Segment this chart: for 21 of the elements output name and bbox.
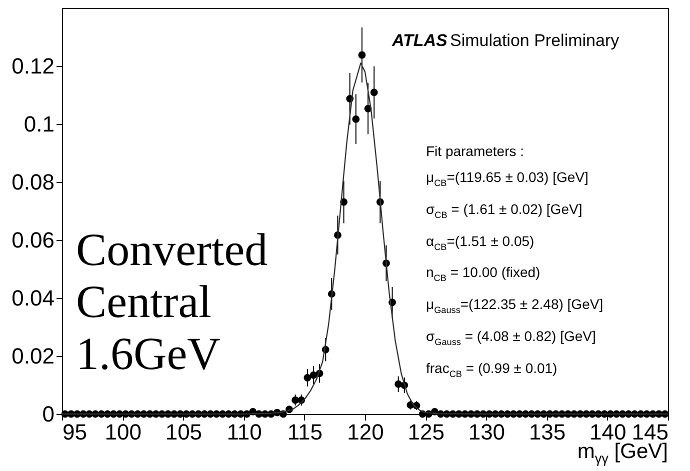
y-tick-label: 0.12 [12, 54, 54, 78]
x-tick-label: 105 [165, 420, 202, 444]
y-tick-label: 0.08 [12, 170, 54, 194]
x-tick-label: 135 [528, 420, 566, 444]
x-tick-label: 115 [287, 420, 322, 444]
x-tick-label: 110 [226, 420, 262, 444]
y-tick-label: 0.06 [12, 228, 54, 252]
x-tick-label: 100 [104, 420, 142, 444]
y-tick-label: 0.04 [12, 286, 54, 310]
x-tick-label: 95 [62, 420, 87, 444]
x-tick-label: 130 [468, 420, 506, 444]
annotation: Simulation Preliminary [450, 31, 620, 51]
x-tick-label: 125 [408, 420, 444, 444]
y-tick-label: 0.02 [12, 344, 54, 368]
x-axis-title: m$_{γγ}$ [GeV] [577, 440, 668, 466]
annotation: ATLAS [392, 31, 448, 51]
y-tick-label: 0.1 [24, 112, 54, 136]
annotation: Converted Central 1.6GeV [76, 224, 268, 380]
x-tick-label: 120 [347, 420, 384, 444]
y-tick-label: 0 [42, 402, 54, 426]
text: Fit parameters : μ$_{CB}$=(119.65 ± 0.03) [GeV] σ$_{CB}$ = (1.61 ± 0.02) [GeV] α$_{CB}$=(1.51 ± 0.05) n$_{CB}$ = 10.00 (fixed) μ$_{Gauss}$=(122.35 ± 2.48) [GeV] σ$_{Gauss}$ = (4.08 ± 0.82) [GeV] frac$_{CB}$ = (0.99 ± 0.01) [426, 143, 604, 379]
